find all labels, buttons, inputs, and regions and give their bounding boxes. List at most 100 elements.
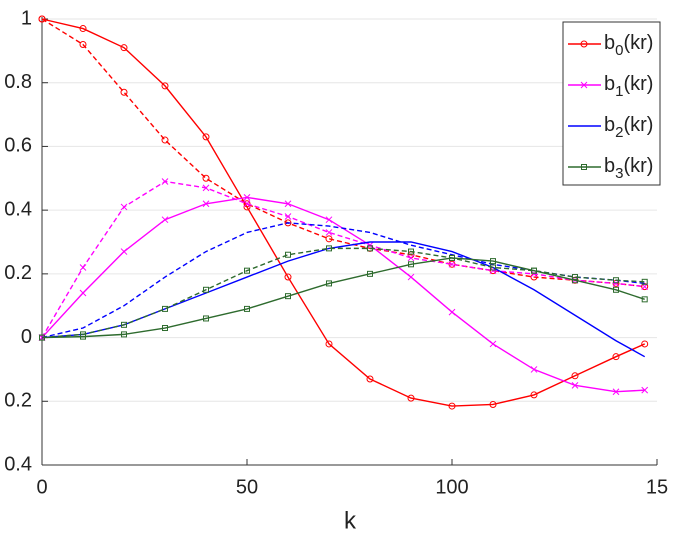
marker	[326, 280, 332, 287]
marker	[571, 372, 579, 380]
series-line	[41, 18, 645, 288]
marker	[641, 278, 648, 285]
marker	[367, 270, 373, 277]
marker	[162, 325, 168, 332]
marker	[641, 283, 649, 291]
legend-label: b2(kr)	[604, 114, 653, 141]
marker	[285, 251, 291, 258]
marker	[202, 133, 210, 141]
y-tick-label: 1	[21, 7, 32, 29]
legend-label: b3(kr)	[604, 155, 653, 182]
marker	[284, 273, 292, 281]
marker	[407, 273, 415, 281]
marker	[243, 200, 251, 208]
marker	[38, 15, 46, 23]
marker	[162, 305, 168, 312]
marker	[284, 219, 292, 227]
y-tick-label: 0.2	[4, 262, 32, 284]
marker	[120, 44, 128, 52]
marker	[121, 331, 127, 338]
marker	[448, 402, 456, 410]
marker	[613, 277, 619, 284]
marker	[39, 334, 45, 341]
marker	[284, 200, 292, 208]
marker	[572, 274, 578, 281]
marker	[325, 216, 333, 224]
marker	[202, 184, 210, 192]
marker	[202, 200, 210, 208]
y-tick-label: 0.8	[4, 71, 32, 93]
marker	[407, 394, 415, 402]
marker	[202, 174, 210, 182]
x-tick-label: 0	[36, 476, 47, 498]
marker	[243, 200, 251, 208]
series-line	[41, 247, 645, 339]
marker	[244, 305, 250, 312]
series-line	[41, 18, 645, 407]
marker	[325, 229, 333, 236]
marker	[80, 331, 86, 338]
y-tick-label: 0.4	[4, 198, 32, 220]
marker	[530, 391, 538, 399]
x-tick-label: 100	[435, 476, 468, 498]
marker	[490, 258, 496, 265]
marker	[489, 340, 497, 348]
legend-box	[562, 21, 661, 186]
marker	[325, 340, 333, 348]
y-tick-label: 0.2	[4, 390, 32, 412]
marker	[79, 25, 87, 33]
marker	[244, 267, 250, 274]
marker	[326, 245, 332, 252]
marker	[161, 178, 169, 185]
marker	[641, 340, 649, 348]
marker	[448, 308, 456, 316]
marker	[161, 136, 169, 144]
marker	[203, 286, 209, 293]
marker	[79, 40, 87, 48]
marker	[243, 194, 251, 201]
marker	[203, 315, 209, 322]
x-axis-label: k	[344, 507, 357, 534]
series-line	[41, 196, 645, 393]
marker	[161, 216, 169, 224]
marker	[612, 353, 620, 361]
series-line	[41, 257, 645, 339]
marker	[161, 82, 169, 90]
marker	[284, 213, 292, 220]
x-tick-label: 15	[646, 476, 668, 498]
marker	[489, 400, 497, 408]
marker	[408, 261, 414, 268]
marker	[531, 267, 537, 274]
y-tick-label: 0.6	[4, 135, 32, 157]
marker	[367, 245, 373, 252]
marker	[449, 254, 455, 261]
marker	[581, 164, 587, 170]
x-tick-label: 50	[236, 476, 258, 498]
marker	[490, 264, 496, 271]
marker	[530, 366, 538, 373]
legend-label: b1(kr)	[604, 73, 653, 100]
marker	[366, 375, 374, 383]
marker	[408, 248, 414, 255]
legend-label: b0(kr)	[604, 32, 653, 59]
marker	[572, 277, 578, 284]
series-line	[41, 180, 645, 338]
marker	[120, 203, 128, 211]
marker	[448, 260, 456, 268]
marker	[121, 321, 127, 328]
marker	[641, 386, 649, 394]
marker	[120, 88, 128, 96]
marker	[641, 296, 648, 303]
marker	[325, 235, 333, 243]
marker	[120, 248, 128, 255]
marker	[613, 286, 619, 293]
marker	[571, 382, 579, 389]
marker	[407, 254, 415, 262]
marker	[580, 81, 588, 89]
marker	[285, 293, 291, 300]
y-tick-label: 0.4	[4, 453, 32, 475]
marker	[612, 388, 620, 396]
marker	[580, 40, 588, 48]
marker	[79, 264, 87, 271]
